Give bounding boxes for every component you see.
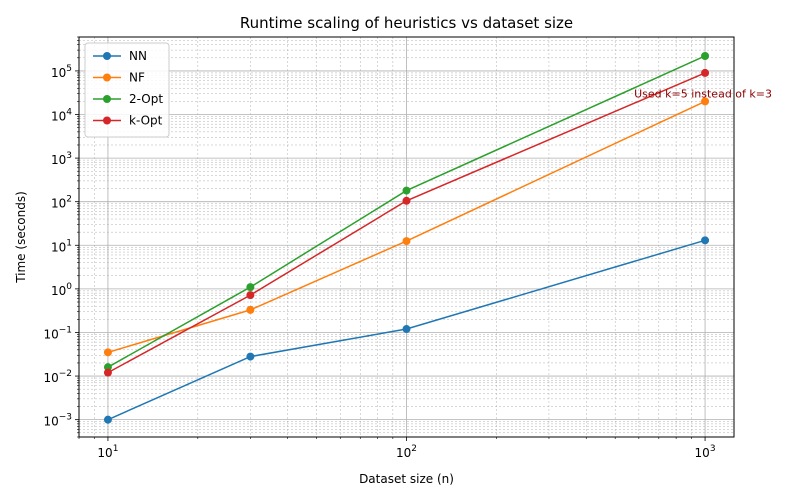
y-tick-label: 100 bbox=[51, 282, 72, 298]
data-point bbox=[103, 415, 112, 424]
legend-label: 2-Opt bbox=[129, 92, 163, 106]
legend-marker bbox=[103, 52, 111, 60]
legend-item: 2-Opt bbox=[93, 92, 163, 106]
legend-box bbox=[84, 42, 170, 138]
x-axis-label: Dataset size (n) bbox=[359, 472, 454, 486]
series-line bbox=[107, 100, 706, 354]
series-line bbox=[107, 239, 706, 421]
y-tick-label: 101 bbox=[51, 238, 72, 254]
chart-title: Runtime scaling of heuristics vs dataset… bbox=[240, 14, 573, 32]
data-point bbox=[402, 237, 411, 246]
data-point bbox=[246, 283, 255, 292]
legend: NN NF 2-Opt k-Opt bbox=[84, 42, 170, 138]
series-nn bbox=[103, 236, 710, 424]
axis-ticks: 101 102 103 10−3 10−2 10−1 100 101 102 103 104 105 bbox=[43, 36, 716, 460]
data-point bbox=[701, 97, 710, 106]
data-point bbox=[246, 291, 255, 300]
series-line bbox=[107, 55, 706, 368]
legend-label: NN bbox=[129, 49, 147, 63]
x-tick-label: 103 bbox=[695, 444, 716, 460]
y-tick-label: 10−1 bbox=[43, 325, 72, 341]
legend-item: NN bbox=[93, 49, 147, 63]
data-point bbox=[103, 368, 112, 377]
y-tick-label: 102 bbox=[51, 195, 72, 211]
y-tick-label: 104 bbox=[51, 108, 72, 124]
legend-marker bbox=[103, 95, 111, 103]
y-axis-label: Time (seconds) bbox=[14, 191, 28, 284]
legend-label: NF bbox=[129, 71, 145, 85]
data-point bbox=[701, 68, 710, 77]
y-tick-label: 10−2 bbox=[43, 369, 72, 385]
y-tick-label: 10−3 bbox=[43, 413, 72, 429]
legend-label: k-Opt bbox=[129, 114, 163, 128]
grid bbox=[78, 36, 734, 438]
series-k-opt bbox=[103, 68, 710, 377]
data-point bbox=[402, 196, 411, 205]
x-tick-label: 102 bbox=[396, 444, 417, 460]
y-tick-label: 105 bbox=[51, 64, 72, 80]
y-tick-label: 103 bbox=[51, 151, 72, 167]
data-point bbox=[402, 186, 411, 195]
data-point bbox=[701, 51, 710, 60]
legend-item: k-Opt bbox=[93, 114, 163, 128]
legend-marker bbox=[103, 116, 111, 125]
legend-item: NF bbox=[93, 71, 145, 85]
series-group bbox=[103, 51, 710, 424]
series-line bbox=[107, 72, 706, 374]
data-point bbox=[246, 352, 255, 361]
data-point bbox=[103, 348, 112, 357]
data-point bbox=[701, 236, 710, 245]
annotations: Used k=5 instead of k=3 bbox=[634, 88, 772, 101]
data-point bbox=[246, 305, 255, 314]
legend-marker bbox=[103, 73, 111, 82]
annotation-text: Used k=5 instead of k=3 bbox=[634, 88, 772, 101]
series-nf bbox=[103, 97, 710, 357]
x-tick-label: 101 bbox=[97, 444, 118, 460]
data-point bbox=[402, 325, 411, 334]
